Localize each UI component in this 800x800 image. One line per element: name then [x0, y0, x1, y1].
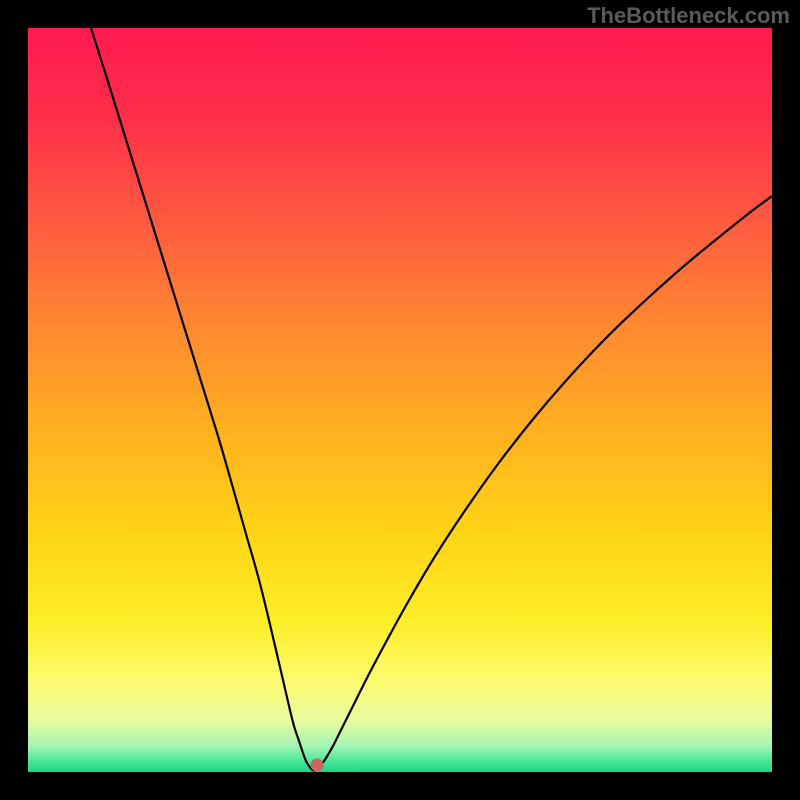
minimum-point-marker [311, 759, 324, 772]
watermark-text: TheBottleneck.com [587, 3, 790, 29]
